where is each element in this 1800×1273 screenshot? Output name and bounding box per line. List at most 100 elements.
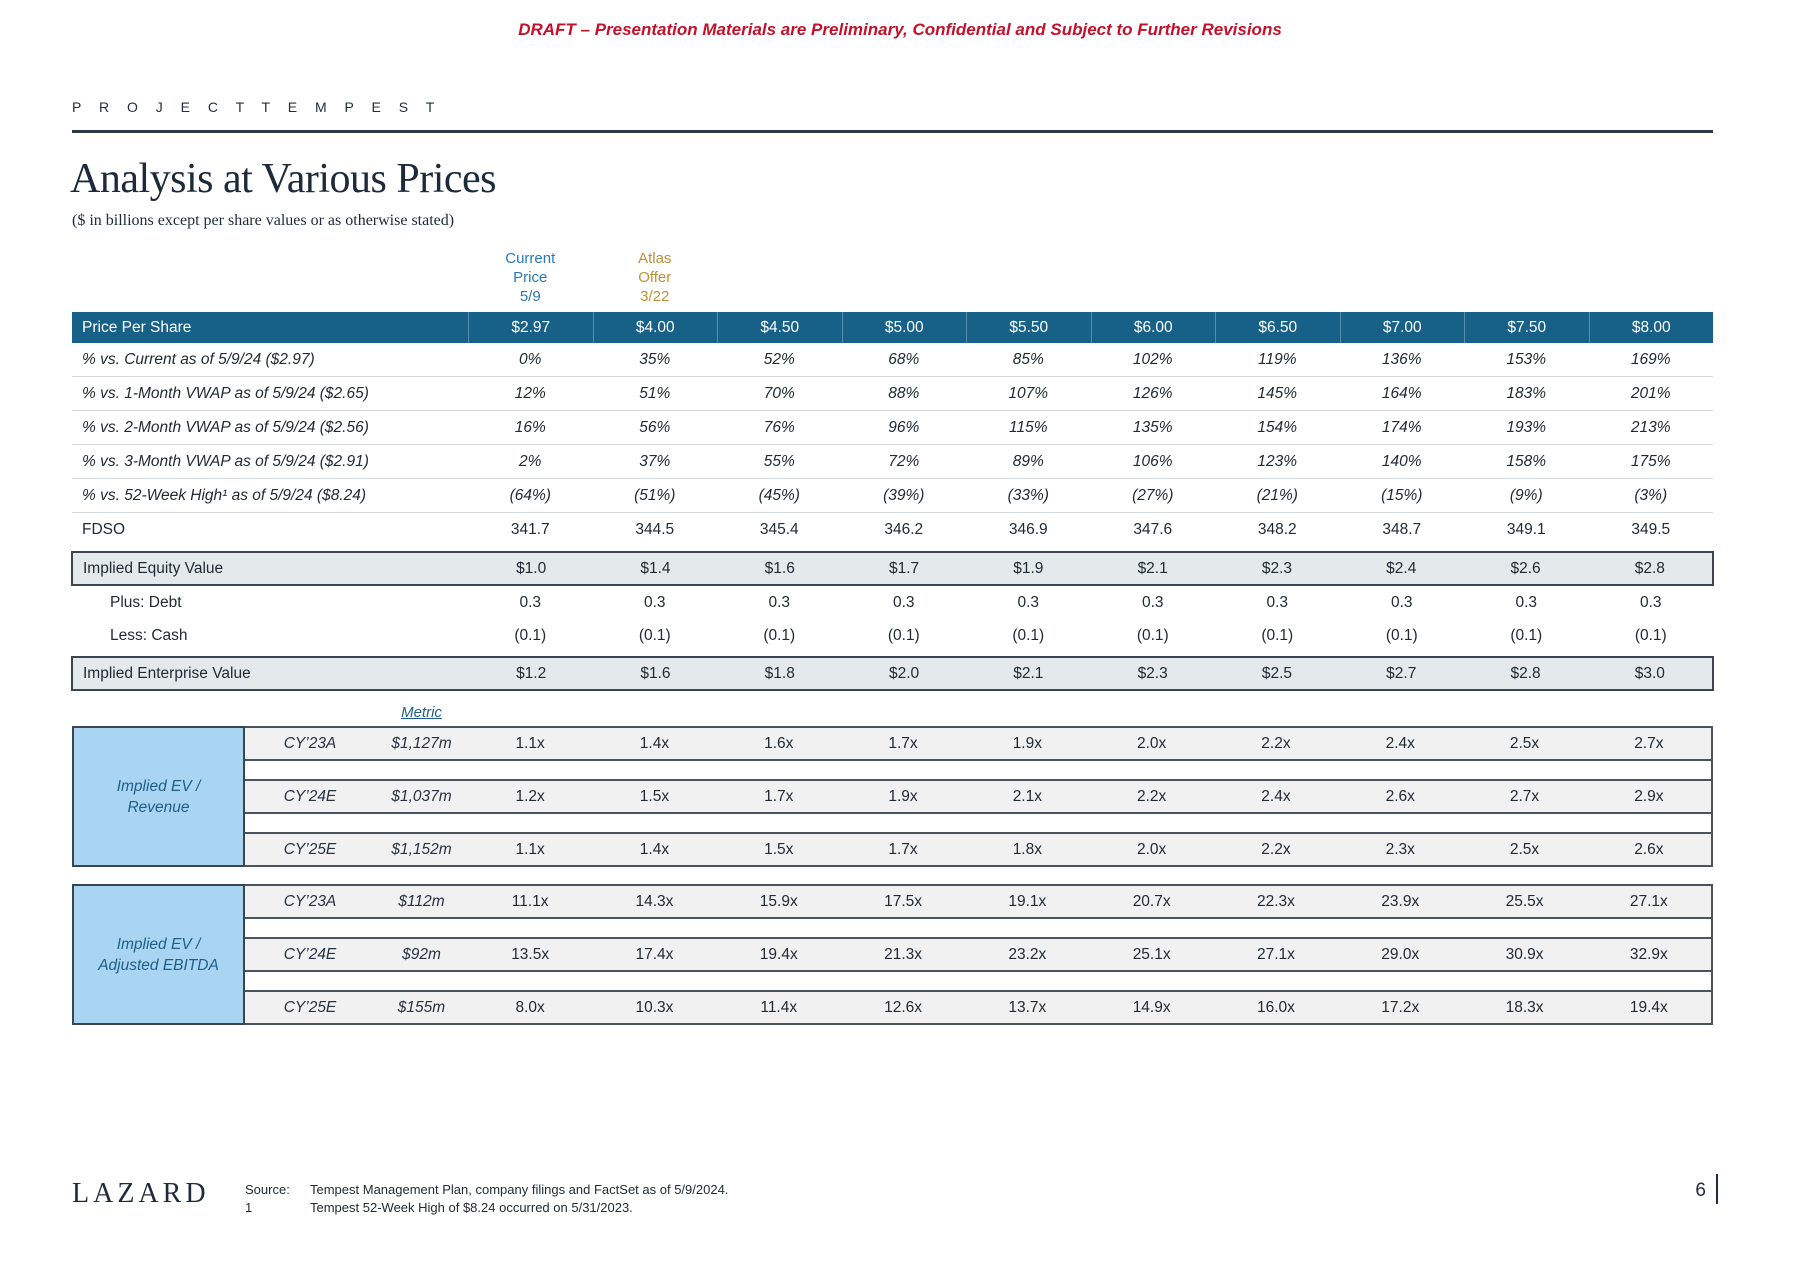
table-cell: 106%	[1132, 452, 1173, 470]
table-cell: $2.0	[888, 664, 920, 682]
multiple-cell: 1.5x	[764, 840, 794, 858]
multiple-cell: 27.1x	[1629, 892, 1668, 910]
multiple-cell: 27.1x	[1256, 945, 1295, 963]
period-label: CY’24E	[283, 945, 337, 963]
table-cell: 0.3	[1639, 593, 1662, 611]
multiple-cell: 15.9x	[759, 892, 798, 910]
implied-enterprise-value-row: Implied Enterprise Value $1.2 $1.6 $1.8 $2.…	[71, 656, 1714, 691]
price-header-cell: $4.00	[592, 312, 718, 343]
table-cell: 0.3	[519, 593, 542, 611]
table-row-vs-1m-vwap: % vs. 1-Month VWAP as of 5/9/24 ($2.65) …	[72, 377, 1713, 411]
multiple-cell: 2.2x	[1136, 787, 1167, 805]
multiple-cell: 2.9x	[1634, 787, 1664, 805]
ev-revenue-label-line1: Implied EV /	[116, 777, 201, 795]
table-cell: 201%	[1630, 384, 1671, 402]
current-price-line2: Price	[513, 269, 548, 286]
multiple-cell: 2.4x	[1385, 734, 1415, 752]
table-cell: 115%	[1009, 418, 1048, 436]
table-cell: 85%	[1012, 350, 1044, 368]
table-cell: 348.2	[1257, 520, 1297, 538]
table-row-less-cash: Less: Cash (0.1) (0.1) (0.1) (0.1) (0.1) (0.1…	[72, 619, 1713, 652]
multiple-cell: 29.0x	[1381, 945, 1420, 963]
row-label: Less: Cash	[110, 626, 188, 644]
footnote-label: 1	[245, 1200, 253, 1215]
metric-value: $112m	[398, 892, 445, 910]
multiple-cell: 1.2x	[515, 787, 545, 805]
multiple-cell: 17.5x	[884, 892, 922, 910]
table-cell: $1.6	[764, 559, 795, 577]
metric-row-cy23a: CY’23A $1,127m 1.1x 1.4x 1.6x 1.7x 1.9x 2.0x 2…	[245, 726, 1711, 761]
table-cell: 0.3	[892, 593, 915, 611]
metric-row-cy24e: CY’24E $92m 13.5x 17.4x 19.4x 21.3x 23.2x 25.…	[245, 937, 1711, 972]
table-cell: 140%	[1381, 452, 1422, 470]
table-cell: $2.1	[1013, 664, 1044, 682]
table-cell: 126%	[1132, 384, 1173, 402]
multiple-cell: 1.7x	[888, 734, 918, 752]
table-cell: (15%)	[1381, 486, 1423, 504]
table-cell: 193%	[1506, 418, 1547, 436]
table-row-vs-52wk-high: % vs. 52-Week High¹ as of 5/9/24 ($8.24)…	[72, 479, 1713, 513]
table-cell: 164%	[1381, 384, 1422, 402]
metric-row-cy24e: CY’24E $1,037m 1.2x 1.5x 1.7x 1.9x 2.1x 2.2x 2…	[245, 779, 1711, 814]
table-cell: 102%	[1132, 350, 1173, 368]
table-cell: $2.8	[1634, 559, 1665, 577]
multiple-cell: 11.4x	[760, 998, 798, 1016]
ev-revenue-rows: CY’23A $1,127m 1.1x 1.4x 1.6x 1.7x 1.9x 2.0x 2…	[245, 726, 1713, 867]
table-cell: 70%	[763, 384, 795, 402]
table-cell: (45%)	[758, 486, 800, 504]
current-price-annotation: Current Price 5/9	[468, 249, 593, 310]
metric-row-cy23a: CY’23A $112m 11.1x 14.3x 15.9x 17.5x 19.1x 20…	[245, 884, 1711, 919]
table-cell: 56%	[639, 418, 671, 436]
project-label: P R O J E C T T E M P E S T	[72, 99, 442, 115]
period-label: CY’25E	[283, 998, 337, 1016]
table-cell: 52%	[763, 350, 795, 368]
table-cell: 16%	[514, 418, 546, 436]
atlas-offer-line1: Atlas	[638, 250, 672, 267]
multiple-cell: 12.6x	[884, 998, 922, 1016]
multiple-cell: 14.3x	[635, 892, 674, 910]
multiple-cell: 2.4x	[1261, 787, 1291, 805]
table-cell: $2.6	[1510, 559, 1541, 577]
table-cell: 136%	[1381, 350, 1422, 368]
multiple-cell: 19.4x	[759, 945, 798, 963]
price-header-cell: $5.00	[841, 312, 967, 343]
price-header-cell: $7.00	[1339, 312, 1465, 343]
table-cell: 119%	[1258, 350, 1297, 368]
multiple-cell: 32.9x	[1629, 945, 1668, 963]
metric-row-cy25e: CY’25E $1,152m 1.1x 1.4x 1.5x 1.7x 1.8x 2.0x 2…	[245, 832, 1711, 867]
multiple-cell: 1.7x	[888, 840, 918, 858]
table-cell: 213%	[1630, 418, 1671, 436]
table-cell: (33%)	[1007, 486, 1049, 504]
table-cell: 348.7	[1382, 520, 1422, 538]
table-cell: 145%	[1257, 384, 1298, 402]
table-cell: (9%)	[1509, 486, 1543, 504]
table-cell: (0.1)	[1261, 626, 1294, 644]
price-header-row: Price Per Share $2.97 $4.00 $4.50 $5.00 $5.5…	[72, 312, 1713, 343]
multiple-cell: 1.9x	[1012, 734, 1042, 752]
table-cell: (51%)	[634, 486, 676, 504]
draft-disclaimer: DRAFT – Presentation Materials are Preli…	[518, 20, 1282, 39]
table-cell: (64%)	[509, 486, 551, 504]
table-cell: 175%	[1630, 452, 1671, 470]
period-label: CY’23A	[283, 734, 337, 752]
price-header-cell: $2.97	[468, 312, 593, 343]
multiple-cell: 23.2x	[1008, 945, 1047, 963]
table-row-fdso: FDSO 341.7 344.5 345.4 346.2 346.9 347.6 348.2…	[72, 513, 1713, 546]
table-cell: (0.1)	[1012, 626, 1045, 644]
table-cell: 153%	[1506, 350, 1547, 368]
table-cell: (0.1)	[1136, 626, 1169, 644]
table-cell: (27%)	[1132, 486, 1174, 504]
table-cell: 12%	[514, 384, 546, 402]
table-cell: 0.3	[1266, 593, 1289, 611]
current-price-line1: Current	[505, 250, 556, 267]
multiple-cell: 1.1x	[515, 734, 545, 752]
row-label: Implied Enterprise Value	[83, 664, 251, 682]
row-label: Plus: Debt	[110, 593, 182, 611]
table-cell: 35%	[639, 350, 671, 368]
table-cell: 88%	[888, 384, 920, 402]
metric-value: $155m	[397, 998, 446, 1016]
page-number: 6	[1695, 1180, 1706, 1201]
multiple-cell: 2.2x	[1261, 840, 1291, 858]
table-cell: $1.8	[764, 664, 795, 682]
